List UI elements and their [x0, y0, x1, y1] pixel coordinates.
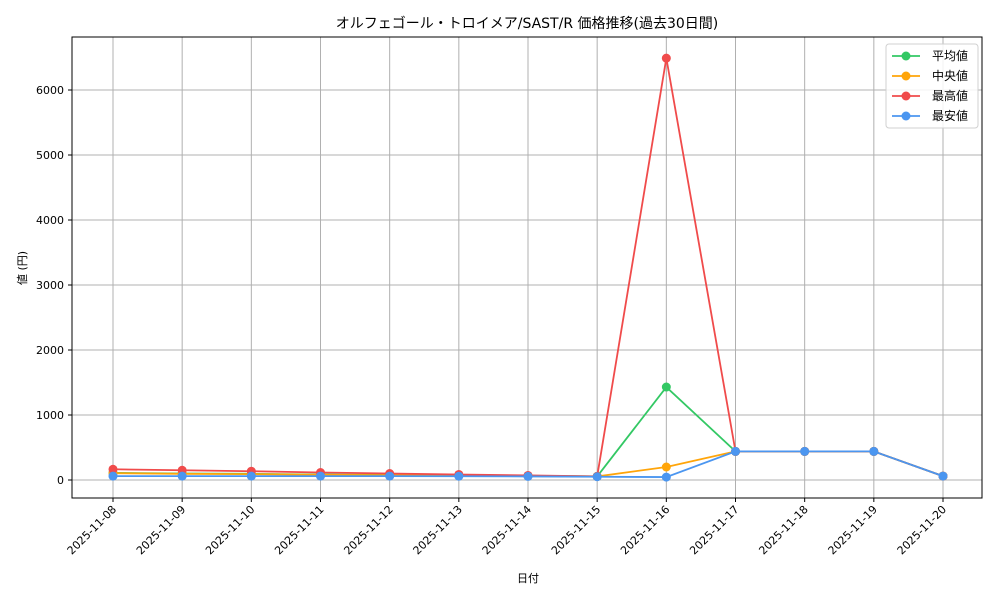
y-tick-label: 0: [57, 474, 64, 487]
data-point: [246, 471, 256, 481]
data-point: [592, 472, 602, 482]
legend-swatch-marker: [901, 71, 911, 81]
data-point: [108, 464, 118, 474]
data-point: [661, 382, 671, 392]
legend-label: 平均値: [932, 48, 968, 63]
data-point: [454, 471, 464, 481]
legend-label: 最高値: [932, 88, 968, 103]
data-point: [661, 53, 671, 63]
series-layer: [108, 53, 948, 482]
legend-label: 最安値: [932, 108, 968, 123]
y-tick-label: 2000: [36, 344, 64, 357]
data-point: [661, 462, 671, 472]
x-axis-label: 日付: [517, 572, 539, 585]
y-tick-label: 4000: [36, 214, 64, 227]
y-tick-label: 5000: [36, 149, 64, 162]
data-point: [869, 446, 879, 456]
data-point: [108, 471, 118, 481]
data-point: [523, 471, 533, 481]
data-point: [661, 472, 671, 482]
series-line: [108, 446, 948, 482]
y-axis-ticks: 0 1000 2000 3000 4000 5000 6000: [36, 84, 72, 487]
plot-frame: [71, 36, 983, 499]
legend-box: [885, 43, 979, 129]
legend-swatch-marker: [901, 91, 911, 101]
y-tick-label: 6000: [36, 84, 64, 97]
legend-label: 中央値: [932, 68, 968, 83]
data-point: [938, 471, 948, 481]
y-tick-label: 3000: [36, 279, 64, 292]
chart-title: オルフェゴール・トロイメア/SAST/R 価格推移(過去30日間): [336, 15, 719, 32]
grid-lines: [72, 37, 982, 498]
data-point: [385, 471, 395, 481]
data-point: [800, 446, 810, 456]
y-axis-label: 値 (円): [16, 251, 29, 285]
data-point: [177, 471, 187, 481]
y-tick-label: 1000: [36, 409, 64, 422]
legend-swatch-marker: [901, 111, 911, 121]
data-point: [731, 446, 740, 456]
legend-swatch-marker: [901, 51, 911, 61]
data-point: [316, 471, 325, 481]
